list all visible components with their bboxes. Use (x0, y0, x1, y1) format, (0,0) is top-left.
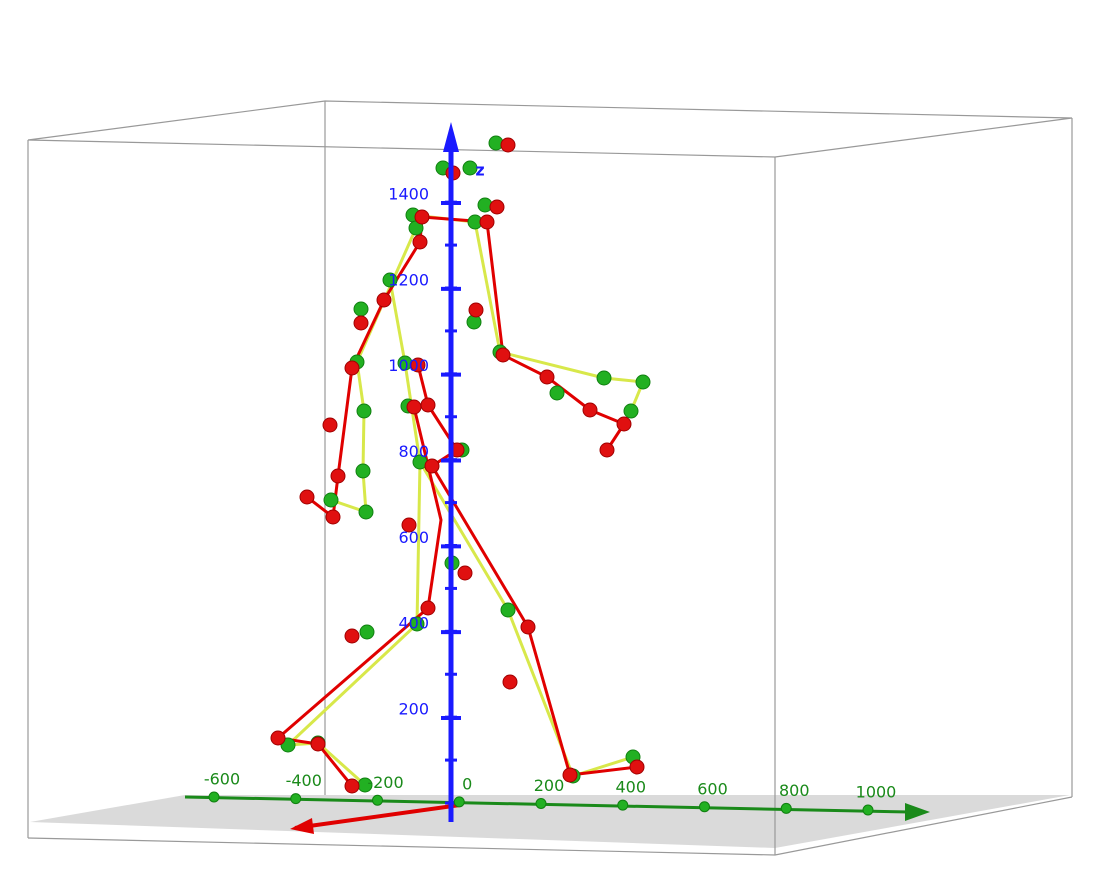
joint-red (420, 600, 436, 616)
x-arrow (290, 818, 314, 834)
y-tick (699, 801, 710, 813)
y-tick-label: -200 (367, 773, 403, 792)
joint-red (520, 619, 536, 635)
joint-red (489, 199, 505, 215)
z-tick-label: 800 (398, 442, 429, 461)
joint-green (623, 403, 639, 419)
joint-red (344, 628, 360, 644)
y-tick-label: -600 (204, 770, 240, 789)
y-tick-label: -400 (286, 771, 322, 790)
box-top (27, 100, 1073, 158)
joint-red (539, 369, 555, 385)
joint-green (382, 272, 398, 288)
joint-green (353, 301, 369, 317)
joint-red (376, 292, 392, 308)
y-arrow (905, 803, 930, 821)
joint-red (629, 759, 645, 775)
joint-red (310, 736, 326, 752)
joint-green (596, 370, 612, 386)
joint-green (358, 504, 374, 520)
joint-red (325, 509, 341, 525)
y-tick-label: 600 (697, 779, 728, 798)
joint-red (616, 416, 632, 432)
joint-red (322, 417, 338, 433)
joint-red (410, 357, 426, 373)
joint-red (270, 730, 286, 746)
joint-red (414, 209, 430, 225)
y-tick (862, 804, 874, 816)
z-tick-label: 200 (398, 700, 429, 719)
z-tick-label: 400 (398, 614, 429, 633)
joint-red (401, 517, 417, 533)
joint-green (500, 602, 516, 618)
joint-red (500, 137, 516, 153)
joint-green (355, 463, 371, 479)
y-tick-label: 0 (462, 774, 472, 793)
y-tick (208, 791, 220, 803)
joint-red (344, 360, 360, 376)
y-tick (290, 793, 302, 805)
y-tick (780, 802, 792, 814)
joints (270, 135, 651, 794)
joint-red (353, 315, 369, 331)
z-tick-label: 1000 (388, 356, 429, 375)
z-tick-label: 1400 (388, 185, 429, 204)
z-tick-label: 600 (398, 528, 429, 547)
joint-green (356, 403, 372, 419)
z-axis-label: z (475, 161, 484, 180)
joint-red (412, 234, 428, 250)
joint-red (495, 347, 511, 363)
joint-red (479, 214, 495, 230)
y-tick (372, 794, 383, 806)
y-tick-label: 1000 (856, 783, 897, 802)
joint-red (424, 458, 440, 474)
floor-plane (30, 795, 1070, 848)
joint-green (462, 160, 478, 176)
joint-green (635, 374, 651, 390)
y-tick-label: 200 (534, 776, 565, 795)
joint-green (359, 624, 375, 640)
joint-red (457, 565, 473, 581)
joint-red (562, 767, 578, 783)
bounding-box (27, 100, 1073, 856)
joint-red (344, 778, 360, 794)
joint-red (468, 302, 484, 318)
joint-red (502, 674, 518, 690)
joint-red (599, 442, 615, 458)
y-tick (617, 799, 629, 811)
joint-red (406, 399, 422, 415)
z-arrow (443, 122, 459, 152)
y-tick (535, 798, 547, 809)
z-tick-label: 1200 (388, 270, 429, 289)
skeleton-green (286, 213, 645, 787)
y-tick (453, 796, 465, 808)
joint-red (582, 402, 598, 418)
y-tick-label: 800 (779, 781, 810, 800)
x-axis (294, 803, 461, 830)
joint-green (409, 616, 425, 632)
box-bottom (27, 796, 1073, 856)
joint-red (299, 489, 315, 505)
y-tick-label: 400 (615, 778, 646, 797)
joint-red (420, 397, 436, 413)
joint-green (549, 385, 565, 401)
joint-green (323, 492, 339, 508)
joint-red (330, 468, 346, 484)
